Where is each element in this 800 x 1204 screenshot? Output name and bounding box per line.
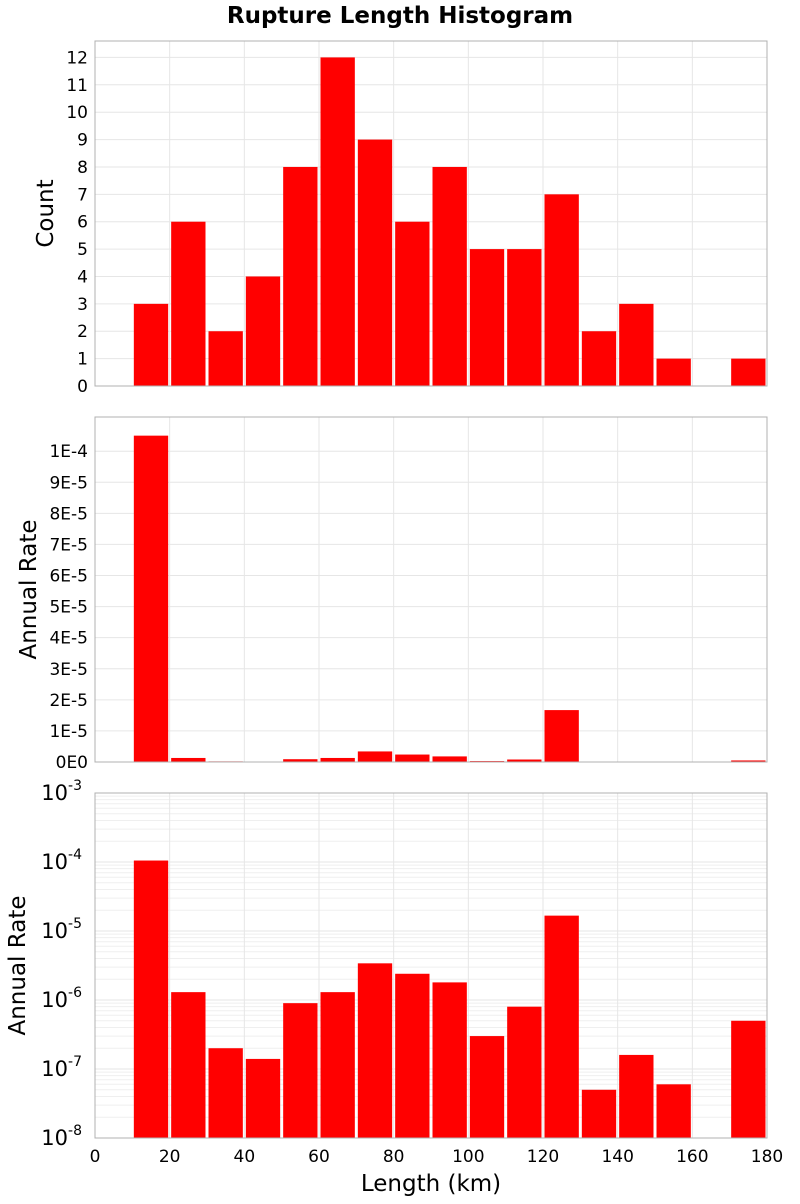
bar-annual-rate-log-20	[171, 992, 205, 1138]
bar-annual-rate-log-10	[134, 861, 168, 1138]
bar-annual-rate-log-40	[246, 1059, 280, 1138]
x-tick-label: 80	[383, 1147, 405, 1167]
bar-annual-rate-log-120	[545, 916, 579, 1138]
bar-annual-rate-log-150	[657, 1084, 691, 1138]
bar-count-90	[433, 167, 467, 386]
bar-annual-rate-linear-10	[134, 436, 168, 762]
x-tick-label: 40	[234, 1147, 256, 1167]
y-tick-label: 8	[77, 158, 88, 178]
x-tick-label: 100	[452, 1147, 484, 1167]
y-tick-label: 5	[77, 240, 88, 260]
bar-count-130	[582, 331, 616, 386]
bar-annual-rate-linear-80	[395, 755, 429, 762]
panel-annual-rate-linear: 0E0 1E-5 2E-5 3E-5 4E-5 5E-5 6E-5 7E-5 8E-5 9E-5 1…	[16, 417, 767, 773]
y-tick-label: 7	[77, 185, 88, 205]
y-tick-label: 9E-5	[49, 473, 88, 493]
bar-count-170	[731, 359, 765, 386]
y-tick-label: 0E0	[56, 753, 88, 773]
x-tick-label: 180	[751, 1147, 783, 1167]
bar-count-150	[657, 359, 691, 386]
x-tick-label: 140	[601, 1147, 633, 1167]
bar-annual-rate-log-60	[321, 992, 355, 1138]
bar-annual-rate-linear-90	[433, 756, 467, 762]
bar-annual-rate-linear-20	[171, 758, 205, 762]
y-tick-label: 1E-5	[49, 722, 88, 742]
bar-count-100	[470, 249, 504, 386]
y-tick-label: 10-3	[41, 778, 82, 805]
y-tick-label: 1E-4	[49, 442, 88, 462]
bar-count-140	[619, 304, 653, 386]
y-tick-label: 8E-5	[49, 504, 88, 524]
y-tick-label: 5E-5	[49, 598, 88, 618]
y-axis-label: Annual Rate	[5, 896, 31, 1036]
bar-annual-rate-log-30	[209, 1048, 243, 1138]
y-tick-label: 4	[77, 267, 88, 287]
y-tick-label: 10-8	[41, 1123, 82, 1150]
y-tick-label: 3	[77, 295, 88, 315]
y-tick-label: 10-5	[41, 916, 82, 943]
x-tick-label: 0	[90, 1147, 101, 1167]
y-tick-label: 10-7	[41, 1054, 82, 1081]
bar-count-40	[246, 276, 280, 386]
y-tick-label: 9	[77, 131, 88, 151]
bar-annual-rate-log-70	[358, 963, 392, 1138]
bar-count-110	[507, 249, 541, 386]
y-tick-label: 12	[66, 48, 88, 68]
y-tick-label: 3E-5	[49, 660, 88, 680]
y-tick-label: 10-6	[41, 985, 82, 1012]
plot-frame	[95, 417, 767, 762]
y-tick-label: 4E-5	[49, 629, 88, 649]
bar-count-60	[321, 57, 355, 386]
bar-count-50	[283, 167, 317, 386]
bar-count-20	[171, 222, 205, 386]
bar-annual-rate-log-170	[731, 1021, 765, 1138]
y-tick-label: 10	[66, 103, 88, 123]
bar-count-30	[209, 331, 243, 386]
y-tick-label: 2E-5	[49, 691, 88, 711]
x-axis-label: Length (km)	[361, 1171, 501, 1197]
bar-annual-rate-linear-120	[545, 710, 579, 762]
y-tick-label: 0	[77, 377, 88, 397]
y-axis-label: Count	[33, 179, 59, 247]
y-tick-label: 7E-5	[49, 535, 88, 555]
bar-annual-rate-linear-60	[321, 758, 355, 762]
bar-annual-rate-log-130	[582, 1090, 616, 1138]
y-tick-label: 11	[66, 76, 88, 96]
y-tick-label: 10-4	[41, 847, 82, 874]
bar-annual-rate-linear-70	[358, 751, 392, 762]
x-tick-label: 160	[676, 1147, 708, 1167]
y-tick-label: 2	[77, 322, 88, 342]
bar-count-10	[134, 304, 168, 386]
x-tick-label: 60	[308, 1147, 330, 1167]
panel-annual-rate-log: 10-8 10-7 10-6 10-5 10-4 10-3 Annual Rate	[5, 778, 767, 1150]
bar-annual-rate-log-100	[470, 1036, 504, 1138]
bar-count-70	[358, 140, 392, 386]
x-tick-label: 20	[159, 1147, 181, 1167]
bar-annual-rate-log-80	[395, 974, 429, 1138]
y-tick-label: 1	[77, 350, 88, 370]
bar-count-120	[545, 194, 579, 386]
y-tick-label: 6	[77, 213, 88, 233]
y-tick-label: 6E-5	[49, 567, 88, 587]
bar-annual-rate-log-90	[433, 982, 467, 1138]
bar-annual-rate-log-50	[283, 1003, 317, 1138]
bar-count-80	[395, 222, 429, 386]
bar-annual-rate-log-110	[507, 1007, 541, 1138]
bar-annual-rate-log-140	[619, 1055, 653, 1138]
x-tick-label: 120	[527, 1147, 559, 1167]
chart-title: Rupture Length Histogram	[227, 3, 573, 29]
y-axis-label: Annual Rate	[16, 520, 42, 660]
